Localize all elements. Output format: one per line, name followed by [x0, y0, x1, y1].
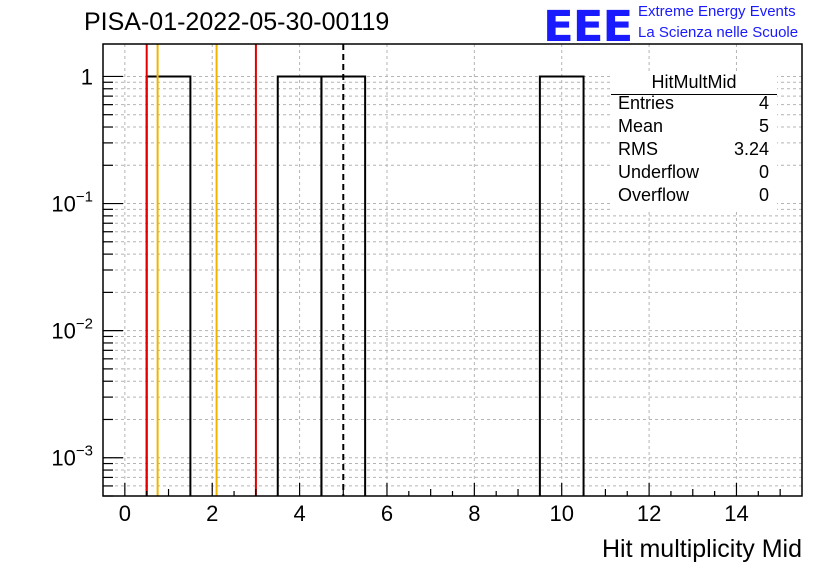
stats-label: Entries — [618, 93, 675, 113]
x-tick-label: 8 — [468, 501, 480, 526]
stats-value: 5 — [758, 116, 769, 136]
eee-logo: EEE — [543, 1, 633, 52]
y-tick-exponent: −3 — [76, 443, 93, 460]
stats-row-underflow: Underflow 0 — [618, 162, 769, 184]
stats-label: Overflow — [618, 185, 690, 205]
stats-value: 3.24 — [733, 139, 769, 159]
y-tick-label: 10−1 — [51, 189, 93, 217]
y-tick-exponent: −2 — [76, 316, 93, 333]
stats-value: 4 — [758, 93, 769, 113]
marker-lines — [145, 44, 345, 496]
stats-box: HitMultMid Entries 4 Mean 5 RMS 3.24 Und… — [611, 72, 777, 210]
stats-row-mean: Mean 5 — [618, 116, 769, 138]
y-tick-label: 10−2 — [51, 316, 93, 344]
y-tick-mantissa: 10 — [51, 446, 75, 471]
x-tick-label: 12 — [637, 501, 661, 526]
y-tick-label: 1 — [81, 64, 93, 89]
y-tick-mantissa: 10 — [51, 319, 75, 344]
histogram-bin — [538, 75, 585, 496]
x-tick-label: 14 — [724, 501, 748, 526]
x-tick-label: 0 — [119, 501, 131, 526]
stats-label: Underflow — [618, 162, 700, 182]
run-title: PISA-01-2022-05-30-00119 — [84, 8, 390, 36]
stats-row-entries: Entries 4 — [618, 93, 769, 115]
x-tick-label: 2 — [206, 501, 218, 526]
stats-row-overflow: Overflow 0 — [618, 185, 769, 207]
histogram-bin — [145, 75, 192, 496]
stats-row-rms: RMS 3.24 — [618, 139, 769, 161]
stats-label: Mean — [618, 116, 664, 136]
x-tick-label: 4 — [293, 501, 305, 526]
logo-caption-line2: La Scienza nelle Scuole — [638, 24, 799, 41]
stats-value: 0 — [758, 185, 769, 205]
stats-value: 0 — [758, 162, 769, 182]
x-tick-label: 6 — [381, 501, 393, 526]
x-axis-title: Hit multiplicity Mid — [601, 535, 802, 563]
x-tick-label: 10 — [549, 501, 573, 526]
stats-title: HitMultMid — [611, 72, 777, 95]
axis-ticks — [103, 75, 781, 497]
y-tick-mantissa: 10 — [51, 192, 75, 217]
logo-caption-line1: Extreme Energy Events — [638, 3, 796, 20]
stats-label: RMS — [618, 139, 658, 159]
y-tick-exponent: −1 — [76, 189, 93, 206]
y-tick-label: 10−3 — [51, 443, 93, 471]
